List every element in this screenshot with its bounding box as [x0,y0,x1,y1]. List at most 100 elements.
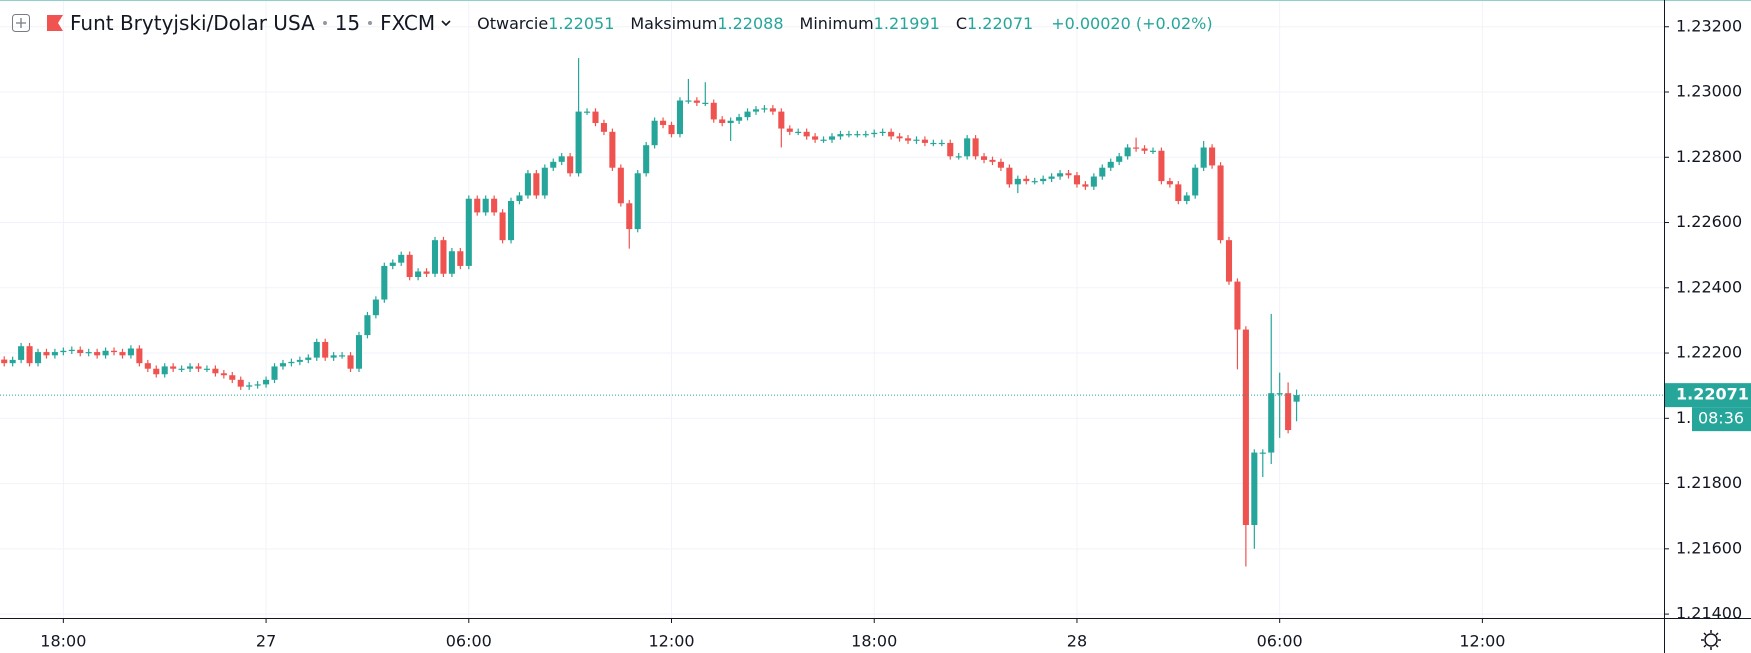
candle-body [947,142,954,157]
candle-body [702,102,709,104]
candle-body [1107,161,1114,168]
candle-body [110,350,118,353]
candle-body [1,359,8,364]
x-tick-label: 27 [256,632,276,651]
price-label: 1.22071 [1676,385,1749,404]
candle-body [626,203,633,230]
candle-body [372,299,379,316]
candle-body [989,159,996,162]
flag-shape [47,15,63,31]
x-tick-label: 12:00 [1459,632,1505,651]
candle-body [744,111,751,118]
candle-body [398,254,405,263]
candle-body [220,373,227,376]
candle-body [507,200,515,241]
close-value: 1.22071 [967,13,1034,33]
candle-body [1133,147,1140,149]
candle-body [423,271,430,274]
price-label-box [1664,383,1751,408]
y-tick-label: 1.22200 [1676,343,1742,362]
candle-body [862,134,869,136]
candle-body [161,366,168,375]
candle-body [499,212,506,241]
candle-body [43,352,50,356]
candle-body [693,100,700,103]
candle-body [1285,393,1292,431]
candle-body [364,315,371,336]
candle-body [1268,393,1275,453]
interval[interactable]: 15 [334,11,361,35]
separator [322,21,327,25]
candle-body [85,352,92,354]
candle-body [888,131,895,137]
candle-body [254,384,261,386]
open-value: 1.22051 [548,13,615,33]
candle-body [584,111,591,113]
y-tick-label: 1.21800 [1676,473,1742,492]
candle-body [203,368,210,370]
candle-body [68,349,75,351]
candle-body [736,117,743,121]
candle-body [127,348,134,356]
candle-body [516,195,523,201]
y-tick-label: 1.22800 [1676,147,1742,166]
candle-body [457,251,464,266]
candle-body [660,120,667,125]
candle-body [1006,167,1013,185]
x-tick-label: 28 [1067,632,1087,651]
y-tick-label: 1.22600 [1676,212,1742,231]
high-label: Maksimum [630,13,718,33]
candle-body [1014,178,1021,185]
candle-body [1031,181,1038,183]
overlay: 1.214001.216001.218001.220001.222001.224… [40,16,1751,651]
grid [0,0,1664,618]
expand-button[interactable] [10,12,32,34]
candle-body [1082,184,1089,187]
y-tick-label: 1.23200 [1676,16,1742,35]
source[interactable]: FXCM [380,11,436,35]
countdown: 08:36 [1698,409,1744,428]
candle-body [474,198,481,213]
candle-body [710,102,717,120]
candle-body [1073,175,1080,185]
x-tick-label: 18:00 [851,632,897,651]
candle-body [980,156,988,160]
candle-body [600,123,607,132]
candle-body [1141,148,1148,151]
candles [0,58,1664,567]
candle-body [997,161,1004,168]
candle-body [1048,176,1055,179]
candle-body [102,350,109,356]
candle-body [854,134,861,136]
candle-body [913,139,920,141]
y-tick-label: 1.22400 [1676,277,1742,296]
candle-body [634,173,641,230]
candle-body [1242,329,1249,526]
candle-body [1166,181,1173,185]
candle-body [676,100,684,135]
close-label: C [955,13,968,33]
candle-body [313,341,320,358]
candle-body [930,142,937,145]
candle-body [178,368,185,370]
candle-body [1057,173,1064,177]
candle-body [491,198,498,213]
candle-body [617,167,624,204]
candle-body [727,120,734,124]
candle-body [1183,195,1190,201]
candle-body [761,108,768,110]
candle-body [964,138,971,157]
dropdown-arrow[interactable] [439,16,453,30]
flag-icon [47,15,63,31]
symbol[interactable]: Funt Brytyjski/Dolar USA [70,11,315,35]
candle-body [668,124,675,135]
candle-body [170,366,177,369]
candle-body [524,173,531,196]
candle-body [795,131,802,134]
candle-body [60,350,67,353]
candle-body [389,262,396,266]
settings-icon[interactable] [1701,630,1721,650]
candle-body [1175,184,1182,201]
